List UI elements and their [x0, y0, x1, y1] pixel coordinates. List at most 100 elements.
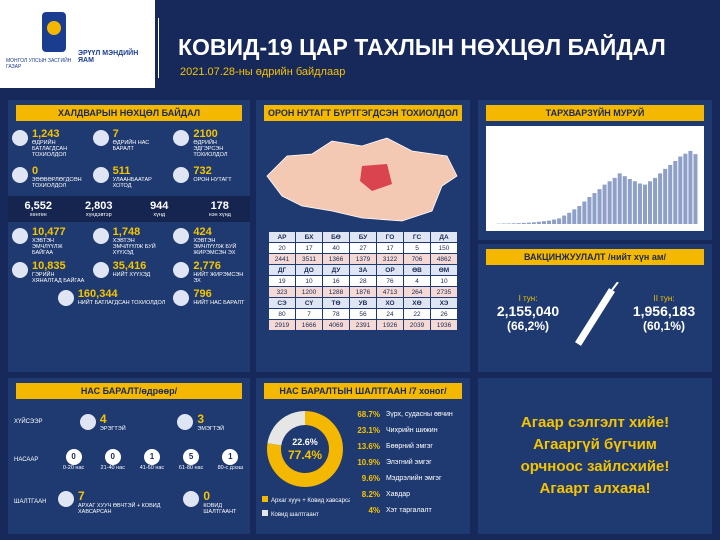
panel-title: ТАРХВАРЗҮЙН МУРУЙ [486, 105, 704, 121]
region-code: ОР [376, 264, 404, 276]
row: 80 7 78 56 24 22 26 [268, 308, 458, 320]
death-row: НАСААР 0 0-20 нас 0 21-40 нас 1 41-60 нас 5 61-8… [8, 440, 250, 480]
region-code: ЗА [349, 264, 377, 276]
comorbidity-name: Хэт таргалалт [386, 506, 432, 514]
epi-curve [486, 126, 704, 231]
region-daily: 22 [403, 308, 431, 320]
dose-value: 1,956,183 [632, 303, 696, 319]
region-daily: 76 [376, 275, 404, 287]
stat: 160,344 НИЙТ БАТЛАГДСАН ТОХИОЛДОЛ [8, 286, 169, 308]
region-total: 1288 [322, 286, 350, 298]
stat-body: 1,243 ӨДРИЙН БАТЛАГДСАН ТОХИОЛДОЛ [32, 128, 85, 158]
bar [511, 223, 516, 224]
row: СЭ СҮ ТӨ УВ ХО ХӨ ХЭ [268, 297, 458, 309]
comorbidity-name: Мэдрэлийн эмгэг [386, 474, 442, 482]
comorbidity-pct: 9.6% [361, 473, 380, 483]
slogan-line: Агаар сэлгэлт хийе! [520, 414, 670, 431]
stat: 2100 ӨДРИЙН ЭДГЭРСЭН ТОХИОЛДОЛ [169, 126, 250, 163]
stat: 1,748 ХЭВТЭН ЭМЧЛҮҮЛЖ БУЙ ХҮҮХЭД [89, 224, 170, 258]
infection-panel: ХАЛДВАРЫН НӨХЦӨЛ БАЙДАЛ 1,243 ӨДРИЙН БАТЛ… [8, 100, 250, 372]
region-daily: 19 [268, 275, 296, 287]
pie-slice [267, 411, 343, 487]
panel-title: НАС БАРАЛТЫН ШАЛТГААН /7 хоног/ [264, 383, 462, 399]
row: АР БХ БӨ БУ ГО ГС ДА [268, 231, 458, 243]
pie-label: 22.6% [292, 437, 318, 447]
stat-value: 4 [99, 411, 107, 426]
stat-body: 732 ОРОН НУТАГТ [193, 165, 231, 183]
stat-label: ХЭВТЭН ЭМЧЛҮҮЛЖ БУЙ ХҮҮХЭД [112, 238, 156, 257]
vaccine-panel: ВАКЦИНЖУУЛАЛТ /нийт хүн ам/ I тун: 2,155… [478, 244, 712, 372]
region-code: ГО [376, 231, 404, 243]
region-daily: 24 [376, 308, 404, 320]
dose-value: 2,155,040 [496, 303, 560, 319]
row: ДГ ДО ДУ ЗА ОР ӨВ ӨМ [268, 264, 458, 276]
row: 19 10 16 28 76 4 10 [268, 275, 458, 287]
stat-body: 796 НИЙТ НАС БАРАЛТ [193, 288, 244, 306]
pie-slice [267, 411, 305, 446]
stat-value: 7 [78, 488, 85, 503]
region-code: СЭ [268, 297, 296, 309]
region-total: 2391 [349, 319, 377, 331]
stat-body: 7 АРХАГ ХУУЧ ӨВЧТЭЙ + КОВИД ХАВСАРСАН [78, 489, 175, 515]
region-code: БӨ [322, 231, 350, 243]
stat-value: 1,243 [32, 128, 60, 140]
org: ЭРҮҮЛ МЭНДИЙН ЯАМ [78, 50, 139, 64]
bar [547, 220, 552, 224]
dose-label: II тун: [653, 294, 675, 303]
region-total: 1379 [349, 253, 377, 265]
bar [673, 161, 678, 224]
stat-value: 3 [197, 411, 205, 426]
bar [607, 181, 612, 224]
bar [688, 150, 693, 224]
stat-value: 2,776 [193, 260, 221, 273]
bar [627, 179, 632, 224]
slogan-panel: Агаар сэлгэлт хийе! Агааргүй бүгчим орчноо… [478, 378, 712, 534]
region-code: ДУ [322, 264, 350, 276]
donut: 22.6%77.4% Архаг хууч + Ковид хавсарсан Ко… [262, 411, 350, 518]
stat-label: НИЙТ ХҮҮХЭД [112, 272, 151, 279]
stat: 0 ЗӨӨВӨРЛӨГДСӨН ТОХИОЛДОЛ [8, 163, 89, 194]
severity: 944 хүнд [129, 200, 190, 218]
death-row: ХҮЙСЭЭР 4 ЭРЭГТЭЙ 3 ЭМЭГТЭЙ [8, 404, 250, 440]
comorbidity-name: Чихрийн шижин [386, 426, 438, 434]
region-code: ӨМ [430, 264, 458, 276]
bar [592, 193, 597, 224]
legend-label: Архаг хууч + Ковид хавсарсан [271, 498, 350, 504]
bar [693, 154, 698, 224]
region-total: 1926 [376, 319, 404, 331]
slogan-line: орчноос зайлсхийе! [520, 458, 670, 475]
legend-swatch [262, 510, 268, 516]
stat-body: 2,776 НИЙТ ЖИРЭМСЭН ЭХ [193, 260, 246, 284]
stat: 10,835 ГЭРИЙН ХЯНАЛТАД БАЙГАА [8, 258, 89, 286]
age-value: 0 [65, 448, 82, 465]
region-daily: 17 [295, 242, 323, 254]
comorbidity: 10.9% Элэгний эмгэг [352, 454, 468, 470]
severity-value: 2,803 [84, 200, 113, 212]
stat-value: 1,748 [112, 226, 141, 239]
stat: 7 ӨДРИЙН НАС БАРАЛТ [89, 126, 170, 163]
region-total: 2919 [268, 319, 296, 331]
panel-title: ОРОН НУТАГТ БҮРТГЭГДСЭН ТОХИОЛДОЛ [264, 105, 462, 121]
region-total: 1666 [295, 319, 323, 331]
slogan-line: Агааргүй бүгчим [533, 436, 657, 453]
stat: 3 ЭМЭГТЭЙ [173, 410, 228, 434]
stat-body: 511 УЛААНБААТАР ХОТОД [113, 165, 166, 189]
icon [173, 130, 190, 146]
stat-body: 7 ӨДРИЙН НАС БАРАЛТ [113, 128, 166, 152]
age: 0 21-40 нас [98, 448, 128, 471]
stat-body: 0 КОВИД ШАЛТГААНТ [203, 489, 246, 515]
comorbidity: 23.1% Чихрийн шижин [352, 422, 468, 438]
icon [12, 130, 28, 146]
icon [173, 167, 190, 184]
stat-label: ХЭВТЭН ЭМЧЛҮҮЛЖ БАЙГАА [32, 238, 63, 257]
stat-body: 10,835 ГЭРИЙН ХЯНАЛТАД БАЙГАА [32, 260, 85, 284]
comorbidity-name: Элэгний эмгэг [386, 458, 432, 466]
dose-pct: (66,2%) [506, 319, 550, 333]
org-small: МОНГОЛ УЛСЫН ЗАСГИЙН ГАЗАР [6, 58, 72, 70]
region-total: 1200 [295, 286, 323, 298]
comorbidity-name: Зүрх, судасны өвчин [386, 410, 453, 418]
region-total: 1876 [349, 286, 377, 298]
row-label: ШАЛТГААН [14, 499, 47, 505]
icon [79, 413, 96, 430]
age-value: 1 [222, 448, 239, 465]
